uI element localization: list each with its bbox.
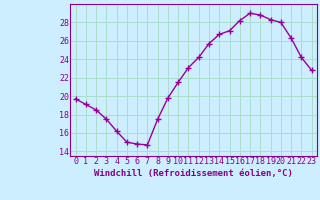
X-axis label: Windchill (Refroidissement éolien,°C): Windchill (Refroidissement éolien,°C)	[94, 169, 293, 178]
